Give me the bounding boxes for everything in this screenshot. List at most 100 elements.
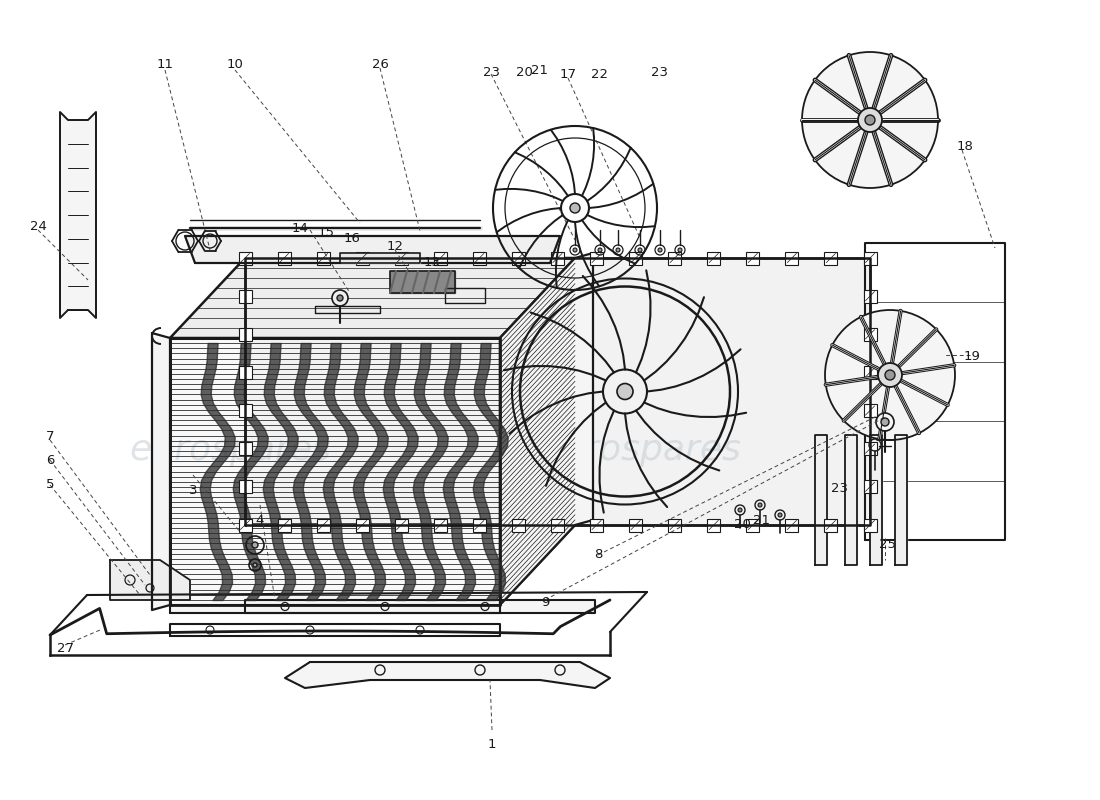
Bar bbox=[746, 518, 759, 531]
Bar bbox=[473, 518, 486, 531]
Circle shape bbox=[738, 508, 742, 512]
Text: 20: 20 bbox=[516, 66, 532, 78]
Bar bbox=[864, 404, 877, 417]
Bar bbox=[590, 251, 603, 265]
Polygon shape bbox=[170, 605, 501, 613]
Circle shape bbox=[616, 248, 620, 252]
Circle shape bbox=[658, 248, 662, 252]
Text: 21: 21 bbox=[754, 514, 770, 526]
Bar bbox=[864, 366, 877, 379]
Polygon shape bbox=[500, 253, 593, 605]
Circle shape bbox=[252, 542, 258, 548]
Text: 18: 18 bbox=[957, 141, 974, 154]
Circle shape bbox=[858, 108, 882, 132]
Circle shape bbox=[253, 563, 257, 567]
Bar bbox=[317, 518, 330, 531]
Bar bbox=[746, 251, 759, 265]
Text: 12: 12 bbox=[386, 241, 404, 254]
Polygon shape bbox=[285, 662, 610, 688]
Bar bbox=[317, 251, 330, 265]
Text: 4: 4 bbox=[256, 514, 264, 526]
Circle shape bbox=[886, 370, 895, 380]
Circle shape bbox=[758, 503, 762, 507]
Text: 21: 21 bbox=[531, 63, 549, 77]
Polygon shape bbox=[500, 258, 575, 605]
Bar bbox=[473, 251, 486, 265]
Bar bbox=[355, 251, 368, 265]
Polygon shape bbox=[245, 600, 595, 613]
Bar bbox=[864, 518, 877, 531]
Bar bbox=[551, 518, 564, 531]
Bar bbox=[239, 442, 252, 455]
Text: 26: 26 bbox=[372, 58, 388, 71]
Text: 1: 1 bbox=[487, 738, 496, 751]
Text: 23: 23 bbox=[651, 66, 669, 78]
Polygon shape bbox=[60, 112, 96, 318]
Polygon shape bbox=[870, 435, 882, 565]
Polygon shape bbox=[170, 258, 575, 338]
Text: eurospares: eurospares bbox=[539, 433, 741, 467]
Bar bbox=[551, 251, 564, 265]
Bar bbox=[785, 518, 799, 531]
Polygon shape bbox=[815, 435, 827, 565]
Polygon shape bbox=[110, 560, 190, 600]
Text: 25: 25 bbox=[880, 538, 896, 551]
Bar bbox=[239, 404, 252, 417]
Text: 19: 19 bbox=[964, 350, 980, 363]
Text: eurospares: eurospares bbox=[129, 433, 331, 467]
Text: 16: 16 bbox=[343, 231, 361, 245]
Bar bbox=[395, 518, 408, 531]
Polygon shape bbox=[340, 253, 420, 263]
Text: 23: 23 bbox=[483, 66, 499, 78]
Text: 24: 24 bbox=[30, 221, 46, 234]
Bar bbox=[864, 290, 877, 302]
Text: 5: 5 bbox=[46, 478, 54, 491]
Circle shape bbox=[570, 203, 580, 213]
Circle shape bbox=[638, 248, 642, 252]
Text: 20: 20 bbox=[734, 518, 750, 531]
Bar bbox=[355, 518, 368, 531]
Text: 14: 14 bbox=[292, 222, 308, 234]
Polygon shape bbox=[152, 333, 170, 610]
Bar bbox=[629, 518, 642, 531]
Text: 9: 9 bbox=[541, 595, 549, 609]
Circle shape bbox=[337, 295, 343, 301]
Bar bbox=[512, 518, 525, 531]
Bar bbox=[239, 518, 252, 531]
Bar bbox=[707, 251, 721, 265]
Bar bbox=[239, 328, 252, 341]
Text: 3: 3 bbox=[189, 483, 197, 497]
Bar bbox=[395, 251, 408, 265]
Text: 11: 11 bbox=[156, 58, 174, 71]
Bar bbox=[668, 518, 681, 531]
Circle shape bbox=[332, 290, 348, 306]
Bar bbox=[864, 480, 877, 494]
Circle shape bbox=[825, 310, 955, 440]
Circle shape bbox=[778, 513, 782, 517]
Bar bbox=[590, 518, 603, 531]
Bar bbox=[824, 251, 837, 265]
Bar bbox=[864, 251, 877, 265]
Text: 7: 7 bbox=[46, 430, 54, 443]
Text: 6: 6 bbox=[46, 454, 54, 466]
Bar bbox=[785, 251, 799, 265]
Circle shape bbox=[865, 115, 874, 125]
Text: 27: 27 bbox=[56, 642, 74, 654]
Bar bbox=[668, 251, 681, 265]
Circle shape bbox=[802, 52, 938, 188]
Bar bbox=[239, 366, 252, 379]
Polygon shape bbox=[170, 338, 501, 605]
Circle shape bbox=[876, 413, 894, 431]
Bar bbox=[433, 251, 447, 265]
Polygon shape bbox=[245, 258, 870, 525]
Text: 13: 13 bbox=[424, 255, 440, 269]
Bar bbox=[239, 290, 252, 302]
Circle shape bbox=[617, 383, 632, 399]
Text: 17: 17 bbox=[560, 69, 576, 82]
Bar bbox=[239, 480, 252, 494]
Polygon shape bbox=[895, 435, 908, 565]
Circle shape bbox=[881, 418, 889, 426]
Text: 8: 8 bbox=[594, 549, 602, 562]
Text: 23: 23 bbox=[832, 482, 848, 494]
Circle shape bbox=[598, 248, 602, 252]
